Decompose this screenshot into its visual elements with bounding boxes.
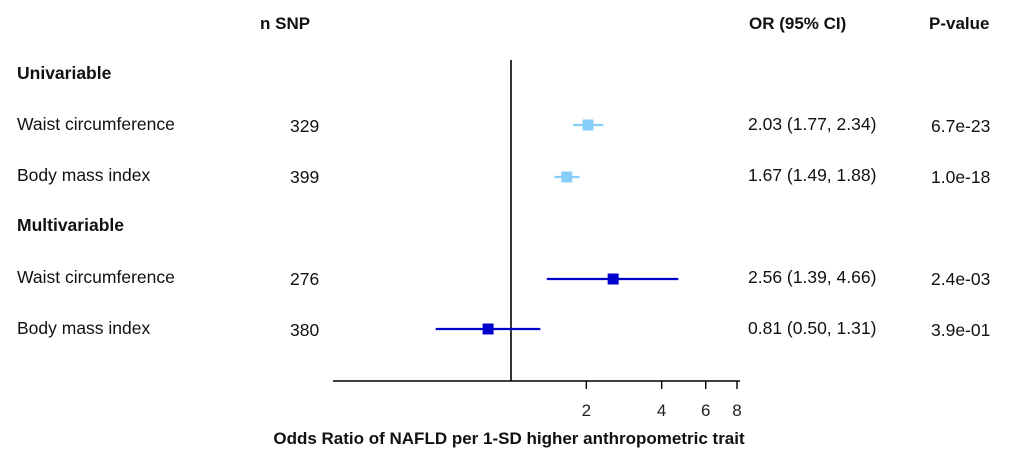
point-estimate-marker bbox=[607, 273, 619, 285]
point-estimate-marker bbox=[582, 119, 594, 131]
row-or: 2.56 (1.39, 4.66) bbox=[748, 267, 877, 287]
header-pvalue: P-value bbox=[929, 14, 990, 33]
row-pvalue: 3.9e-01 bbox=[931, 320, 991, 340]
row-pvalue: 6.7e-23 bbox=[931, 116, 991, 136]
row-nsnp: 276 bbox=[290, 269, 320, 289]
row-nsnp: 399 bbox=[290, 167, 320, 187]
row-nsnp: 329 bbox=[290, 116, 320, 136]
row-label: Waist circumference bbox=[17, 114, 175, 134]
point-estimate-marker bbox=[561, 171, 573, 183]
row-or: 1.67 (1.49, 1.88) bbox=[748, 165, 877, 185]
row-label: Body mass index bbox=[17, 318, 151, 338]
row-pvalue: 2.4e-03 bbox=[931, 269, 991, 289]
x-axis-label: Odds Ratio of NAFLD per 1-SD higher anth… bbox=[273, 429, 745, 448]
row-or: 0.81 (0.50, 1.31) bbox=[748, 318, 877, 338]
x-tick-label: 4 bbox=[657, 401, 666, 420]
group-label-multivariable: Multivariable bbox=[17, 215, 124, 235]
row-nsnp: 380 bbox=[290, 320, 320, 340]
header-or: OR (95% CI) bbox=[749, 14, 847, 33]
row-label: Body mass index bbox=[17, 165, 151, 185]
point-estimate-marker bbox=[482, 323, 494, 335]
row-pvalue: 1.0e-18 bbox=[931, 167, 991, 187]
group-label-univariable: Univariable bbox=[17, 63, 112, 83]
x-tick-label: 8 bbox=[732, 401, 741, 420]
x-tick-label: 6 bbox=[701, 401, 710, 420]
x-tick-label: 2 bbox=[582, 401, 591, 420]
row-label: Waist circumference bbox=[17, 267, 175, 287]
header-nsnp: n SNP bbox=[260, 14, 311, 33]
row-or: 2.03 (1.77, 2.34) bbox=[748, 114, 877, 134]
